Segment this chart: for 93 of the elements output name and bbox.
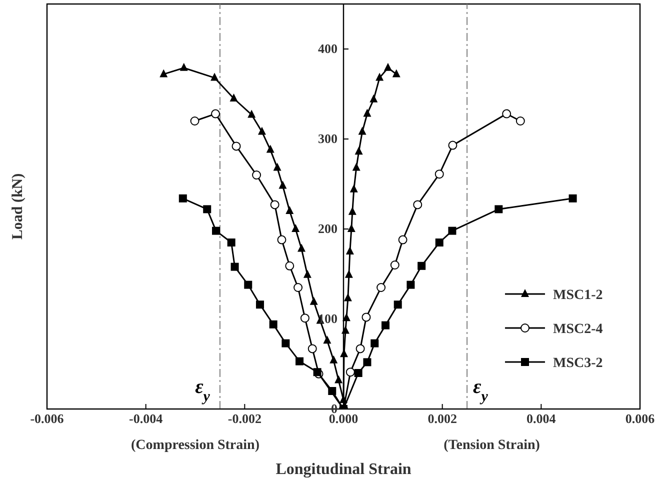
point — [370, 339, 379, 348]
point — [212, 226, 220, 235]
y-tick-label: 200 — [318, 221, 338, 236]
point — [227, 238, 236, 246]
point — [341, 326, 350, 334]
point — [180, 62, 188, 71]
point — [390, 260, 400, 270]
legend-label: MSC1-2 — [553, 288, 603, 303]
point — [363, 358, 372, 366]
point — [344, 270, 353, 278]
point — [494, 205, 503, 214]
point — [248, 110, 256, 118]
point — [406, 280, 415, 289]
point — [330, 355, 338, 364]
point — [211, 109, 220, 118]
point — [346, 246, 354, 254]
point — [352, 162, 360, 171]
point — [277, 235, 286, 244]
x-axis-title: Longitudinal Strain — [276, 461, 412, 478]
point — [448, 226, 456, 235]
ref-line-label: ε$_{y}$ — [195, 376, 210, 405]
point — [413, 200, 422, 210]
point — [398, 235, 408, 244]
point — [350, 184, 358, 192]
text: (Tension Strain) — [444, 438, 540, 453]
point — [323, 336, 332, 344]
point — [294, 283, 303, 292]
point — [282, 339, 290, 348]
point — [300, 314, 310, 323]
point — [502, 109, 512, 118]
point — [203, 205, 212, 214]
point — [190, 116, 200, 126]
legend-label: MSC3-2 — [553, 356, 603, 371]
point — [252, 170, 262, 180]
point — [328, 387, 336, 395]
point — [285, 261, 294, 270]
point — [346, 368, 355, 377]
point — [273, 162, 282, 171]
point — [160, 69, 168, 78]
point — [278, 180, 287, 189]
point — [362, 312, 371, 322]
y-axis-title: Load (kN) — [10, 173, 26, 240]
x-tick-label: 0.004 — [526, 411, 556, 426]
point — [376, 283, 386, 292]
point — [270, 200, 280, 210]
point — [210, 72, 219, 81]
point — [256, 300, 264, 309]
point — [230, 94, 238, 102]
point — [269, 320, 278, 328]
x-tick-label: -0.004 — [129, 411, 164, 426]
point — [296, 357, 304, 366]
y-tick-label: 400 — [318, 41, 338, 56]
point — [354, 369, 362, 377]
point — [418, 262, 426, 270]
point — [286, 206, 294, 214]
point — [568, 194, 577, 202]
point — [297, 244, 306, 252]
point — [448, 140, 458, 150]
x-tick-label: 0.002 — [428, 411, 457, 426]
point — [344, 293, 352, 302]
point — [358, 126, 366, 135]
point — [303, 270, 312, 278]
point — [232, 142, 241, 151]
point — [354, 146, 363, 155]
legend-label: MSC2-4 — [553, 322, 603, 337]
x-tick-label: -0.006 — [30, 411, 64, 426]
point — [348, 206, 356, 215]
ref-line-label: ε$_{y}$ — [473, 376, 488, 405]
point — [310, 296, 318, 305]
text: (Compression Strain) — [131, 438, 260, 453]
point — [363, 108, 372, 117]
point — [356, 344, 365, 354]
point — [376, 72, 384, 81]
point — [370, 94, 378, 102]
point — [435, 238, 444, 246]
point — [178, 194, 187, 202]
point — [384, 62, 392, 71]
point — [258, 126, 266, 135]
point — [292, 224, 300, 232]
point — [347, 224, 356, 232]
point — [382, 321, 390, 330]
x-tick-label: -0.002 — [228, 411, 262, 426]
point — [308, 344, 317, 354]
point — [230, 262, 239, 271]
point — [394, 300, 402, 309]
point — [516, 116, 525, 126]
y-tick-label: 300 — [318, 131, 338, 146]
point — [392, 69, 400, 78]
point — [334, 375, 343, 384]
x-tick-label: 0.006 — [625, 411, 656, 426]
point — [434, 170, 444, 179]
point — [244, 280, 252, 289]
point — [266, 144, 274, 153]
